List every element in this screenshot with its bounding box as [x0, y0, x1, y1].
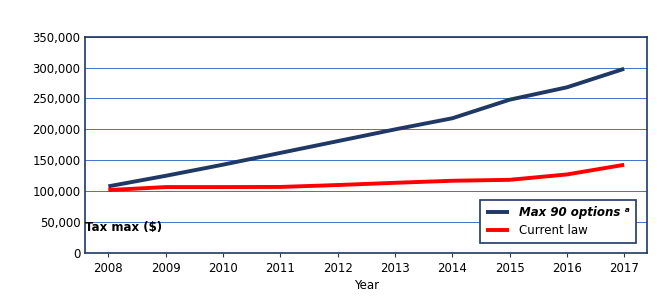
Current law: [219, 185, 227, 189]
Max 90 options ᵃ: [448, 117, 456, 120]
Max 90 options ᵃ: [334, 139, 342, 143]
Current law: [162, 185, 170, 189]
Current law: [563, 173, 571, 176]
Current law: [277, 185, 284, 189]
Max 90 options ᵃ: [162, 174, 170, 178]
Line: Current law: Current law: [108, 165, 624, 190]
Current law: [391, 181, 399, 185]
Text: Tax max ($): Tax max ($): [85, 221, 162, 234]
Current law: [334, 183, 342, 187]
X-axis label: Year: Year: [353, 279, 379, 292]
Current law: [104, 188, 112, 192]
Line: Max 90 options ᵃ: Max 90 options ᵃ: [108, 69, 624, 186]
Max 90 options ᵃ: [506, 98, 514, 102]
Max 90 options ᵃ: [620, 67, 628, 70]
Current law: [448, 179, 456, 183]
Max 90 options ᵃ: [563, 85, 571, 89]
Max 90 options ᵃ: [219, 163, 227, 167]
Max 90 options ᵃ: [277, 151, 284, 155]
Current law: [620, 163, 628, 167]
Current law: [506, 178, 514, 182]
Max 90 options ᵃ: [104, 185, 112, 188]
Max 90 options ᵃ: [391, 127, 399, 131]
Legend: Max 90 options ᵃ, Current law: Max 90 options ᵃ, Current law: [480, 200, 635, 243]
